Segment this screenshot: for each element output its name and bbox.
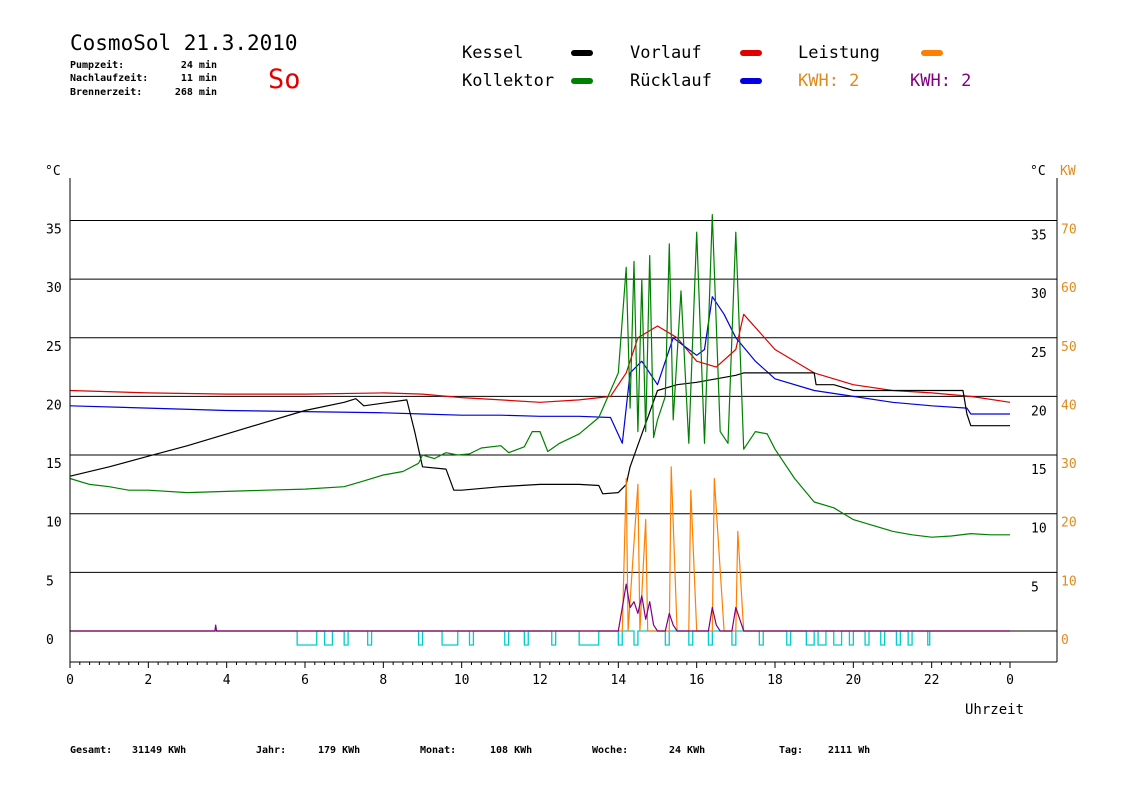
y-tick-label-left: 5 (46, 574, 54, 589)
x-tick-label: 10 (454, 673, 470, 688)
day-label: So (268, 64, 301, 95)
footer-jahr-label: Jahr: (256, 745, 286, 756)
footer-tag-label: Tag: (779, 745, 803, 756)
legend-label-kollektor: Kollektor (462, 71, 554, 91)
y-tick-label-right: 35 (1031, 228, 1047, 243)
y-tick-label-kw: 30 (1061, 457, 1077, 472)
axes (69, 178, 1058, 668)
legend-label-leistung: Leistung (798, 43, 880, 63)
x-tick-label: 12 (532, 673, 548, 688)
tick-labels: 0 2 4 6 8 10 12 14 16 18 20 22 0 0 5 5 10 10 15 15 20 20 25 25 3… (46, 222, 1077, 688)
y-tick-label-left: 15 (46, 457, 62, 472)
y-tick-label-right: 25 (1031, 346, 1047, 361)
series-kwh-line (70, 583, 1010, 632)
series-r-cklauf-line (69, 296, 1010, 444)
series-kollektor-line (69, 214, 1010, 538)
y-tick-label-kw: 50 (1061, 340, 1077, 355)
legend-label-vorlauf: Vorlauf (630, 43, 702, 63)
footer-monat-value: 108 KWh (490, 745, 532, 756)
stat-pumpzeit-label: Pumpzeit: (70, 59, 124, 71)
y-tick-label-right: 5 (1031, 580, 1039, 595)
legend-label-ruecklauf: Rücklauf (630, 71, 712, 91)
y-tick-label-left: 25 (46, 340, 62, 355)
x-tick-label: 18 (767, 673, 783, 688)
pump-signal (70, 630, 1010, 646)
series-lines (69, 214, 1011, 632)
x-tick-label: 14 (611, 673, 627, 688)
footer-jahr-value: 179 KWh (318, 745, 360, 756)
y-axis-label-right-kw: KW (1060, 164, 1076, 179)
y-tick-label-right: 20 (1031, 404, 1047, 419)
stat-brennerzeit-label: Brennerzeit: (70, 86, 142, 98)
chart-title: CosmoSol 21.3.2010 (70, 31, 298, 55)
footer-gesamt-value: 31149 KWh (132, 745, 186, 756)
x-tick-label: 20 (846, 673, 862, 688)
stat-nachlaufzeit-value: 11 min (181, 72, 217, 84)
footer-tag-value: 2111 Wh (828, 745, 870, 756)
y-tick-label-kw: 40 (1061, 398, 1077, 413)
x-tick-label: 16 (689, 673, 705, 688)
legend-kwh-purple: KWH: 2 (910, 71, 971, 91)
legend-label-kessel: Kessel (462, 43, 523, 63)
grid-lines (70, 219, 1057, 573)
x-tick-label: 0 (1006, 673, 1014, 688)
y-tick-label-right: 15 (1031, 463, 1047, 478)
pump-signal-line (70, 630, 1010, 646)
x-tick-label: 6 (301, 673, 309, 688)
x-tick-label: 8 (379, 673, 387, 688)
y-tick-label-kw: 70 (1061, 222, 1077, 237)
y-axis-label-right: °C (1030, 164, 1046, 179)
y-tick-label-left: 0 (46, 633, 54, 648)
legend-kwh-leistung: KWH: 2 (798, 71, 859, 91)
stat-pumpzeit-value: 24 min (181, 59, 217, 71)
footer-woche-value: 24 KWh (669, 745, 705, 756)
y-tick-label-left: 20 (46, 398, 62, 413)
y-tick-label-kw: 60 (1061, 281, 1077, 296)
y-axis-label-left: °C (45, 164, 61, 179)
y-tick-label-right: 30 (1031, 287, 1047, 302)
x-tick-label: 4 (223, 673, 231, 688)
footer-monat-label: Monat: (420, 745, 456, 756)
footer-gesamt-label: Gesamt: (70, 745, 112, 756)
stat-nachlaufzeit-label: Nachlaufzeit: (70, 72, 148, 84)
x-tick-label: 0 (66, 673, 74, 688)
y-tick-label-left: 10 (46, 516, 62, 531)
x-tick-label: 2 (144, 673, 152, 688)
footer-totals: Gesamt: 31149 KWh Jahr: 179 KWh Monat: 1… (70, 745, 870, 756)
series-kessel-line (69, 372, 1010, 495)
header-stats: Pumpzeit: 24 min Nachlaufzeit: 11 min Br… (70, 59, 217, 98)
y-tick-label-right: 10 (1031, 522, 1047, 537)
y-tick-label-kw: 0 (1061, 633, 1069, 648)
y-tick-label-kw: 20 (1061, 516, 1077, 531)
y-tick-label-kw: 10 (1061, 574, 1077, 589)
x-tick-label: 22 (924, 673, 940, 688)
stat-brennerzeit-value: 268 min (175, 86, 217, 98)
y-tick-label-left: 30 (46, 281, 62, 296)
footer-woche-label: Woche: (592, 745, 628, 756)
y-tick-label-left: 35 (46, 222, 62, 237)
x-axis-label: Uhrzeit (965, 702, 1024, 718)
series-vorlauf-line (69, 313, 1011, 403)
legend: Kessel Vorlauf Leistung Kollektor Rückla… (462, 43, 971, 91)
